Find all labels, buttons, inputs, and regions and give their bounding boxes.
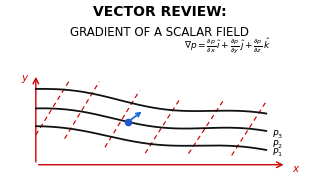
Text: $P_3$: $P_3$	[272, 129, 283, 141]
FancyArrowPatch shape	[130, 113, 140, 120]
Text: $P_2$: $P_2$	[272, 139, 283, 151]
Text: y: y	[21, 73, 28, 83]
Text: $\nabla p = \frac{\partial p}{\partial x}\,\hat{\imath} + \frac{\partial p}{\par: $\nabla p = \frac{\partial p}{\partial x…	[184, 36, 271, 55]
Text: x: x	[292, 164, 298, 174]
Text: GRADIENT OF A SCALAR FIELD: GRADIENT OF A SCALAR FIELD	[70, 26, 250, 39]
Text: VECTOR REVIEW:: VECTOR REVIEW:	[93, 4, 227, 19]
Text: $P_1$: $P_1$	[272, 147, 283, 159]
